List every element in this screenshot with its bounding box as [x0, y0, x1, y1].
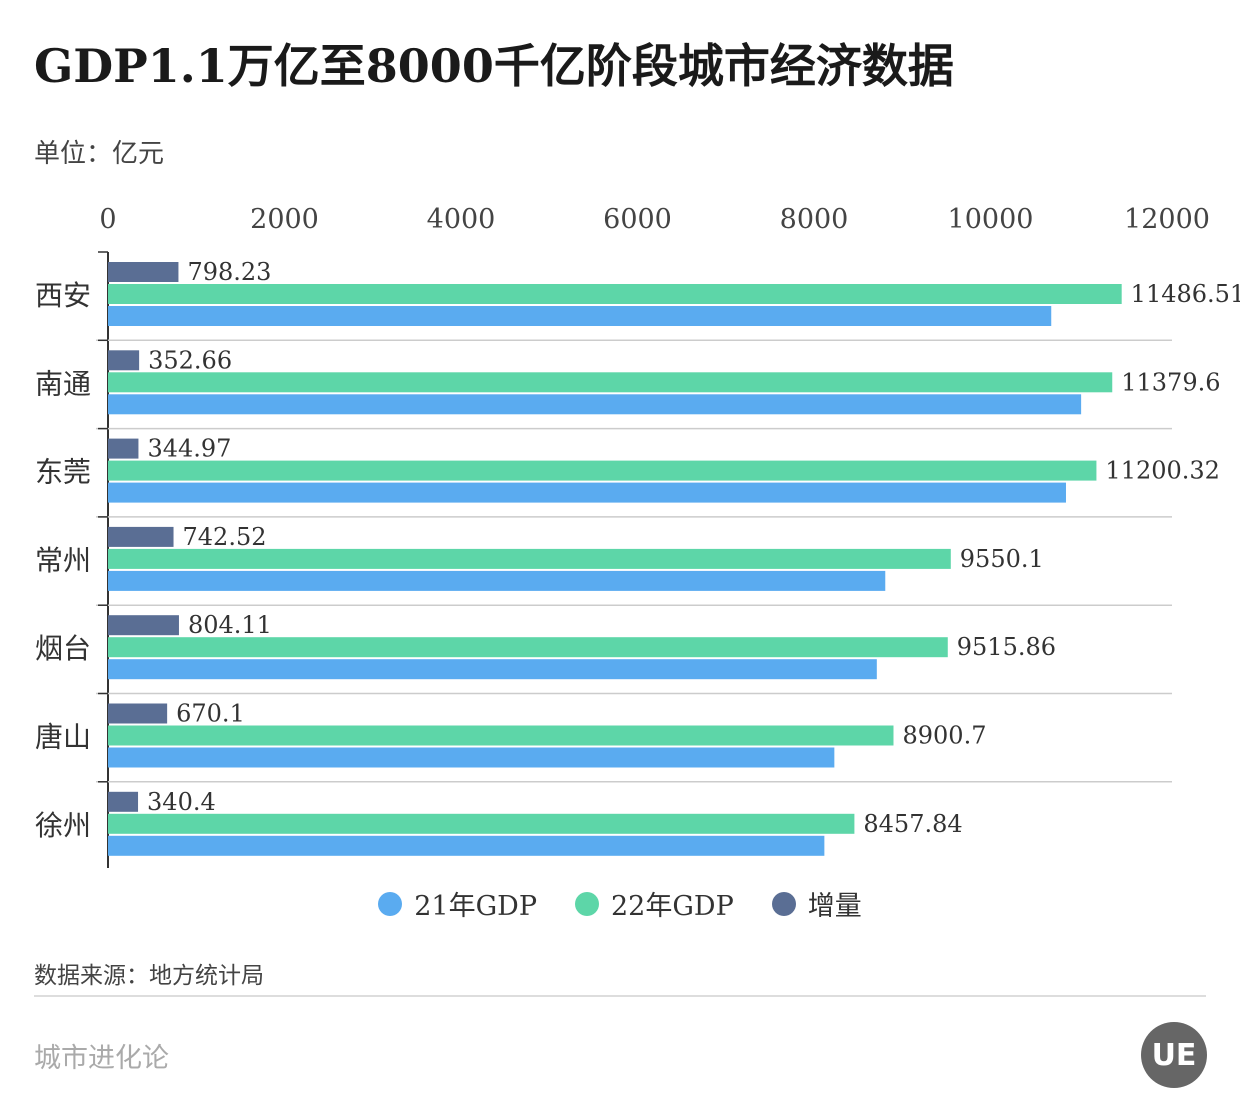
bar-increase: [108, 615, 179, 636]
bar-chart: 0 2000 4000 6000 8000 10000 12000 西安 798.23 11486…: [35, 204, 1240, 868]
bar-gdp21: [108, 570, 886, 591]
bar-gdp22: [108, 637, 948, 658]
source-note: 数据来源：地方统计局: [34, 963, 264, 989]
data-label: 742.52: [183, 523, 267, 551]
bar-increase: [108, 526, 174, 547]
bar-gdp22: [108, 460, 1097, 481]
data-label: 11200.32: [1105, 457, 1220, 485]
bar-gdp22: [108, 813, 855, 834]
brand-name: 城市进化论: [34, 1043, 169, 1074]
bar-gdp22: [108, 284, 1122, 304]
data-label: 9550.1: [960, 545, 1044, 573]
data-label: 344.97: [147, 435, 231, 463]
legend-item-gdp22: 22年GDP: [575, 884, 734, 923]
data-label: 8457.84: [863, 810, 962, 838]
legend-item-gdp21: 21年GDP: [378, 884, 537, 923]
data-label: 11379.6: [1121, 368, 1220, 396]
x-tick-label: 8000: [780, 204, 849, 235]
category-label: 唐山: [35, 721, 91, 754]
legend-item-increase: 增量: [771, 884, 862, 923]
category-label: 常州: [35, 544, 91, 577]
footer-divider: [34, 995, 1206, 997]
x-tick-label: 0: [99, 204, 116, 235]
category-label: 烟台: [35, 632, 91, 665]
bar-increase: [108, 438, 139, 459]
bar-gdp21: [108, 659, 877, 680]
category-label: 东莞: [35, 456, 91, 489]
category-label: 徐州: [35, 809, 91, 842]
bar-increase: [108, 703, 168, 724]
legend-label-gdp21: 21年GDP: [414, 891, 537, 922]
x-tick-label: 10000: [948, 204, 1034, 235]
brand-logo-icon: UE: [1141, 1022, 1207, 1088]
bar-gdp21: [108, 835, 825, 856]
data-label: 340.4: [147, 788, 216, 816]
legend-label-increase: 增量: [807, 891, 862, 922]
x-tick-label: 4000: [427, 204, 496, 235]
bar-increase: [108, 350, 140, 371]
data-label: 670.1: [176, 700, 245, 728]
category-label: 南通: [35, 367, 91, 400]
x-tick-label: 2000: [250, 204, 319, 235]
chart-title: GDP1.1万亿至8000千亿阶段城市经济数据: [34, 39, 954, 93]
data-label: 352.66: [148, 346, 232, 374]
data-label: 798.23: [187, 258, 271, 286]
bar-gdp22: [108, 548, 951, 569]
legend-label-gdp22: 22年GDP: [611, 891, 734, 922]
legend: 21年GDP 22年GDP 增量: [0, 884, 1240, 923]
data-label: 9515.86: [957, 633, 1056, 661]
data-label: 11486.51: [1131, 280, 1240, 308]
legend-dot-gdp21: [378, 891, 403, 916]
x-tick-label: 6000: [603, 204, 672, 235]
category-label: 西安: [35, 279, 91, 312]
bar-increase: [108, 791, 139, 812]
bar-increase: [108, 262, 179, 282]
data-label: 8900.7: [902, 722, 986, 750]
bar-gdp22: [108, 725, 894, 746]
bar-gdp21: [108, 306, 1052, 326]
x-tick-label: 12000: [1124, 204, 1210, 235]
legend-dot-gdp22: [575, 891, 599, 916]
bar-gdp21: [108, 747, 835, 768]
data-label: 804.11: [188, 611, 272, 639]
bar-gdp21: [108, 482, 1066, 503]
legend-dot-increase: [771, 891, 796, 916]
bar-gdp21: [108, 394, 1082, 415]
bar-gdp22: [108, 372, 1113, 393]
unit-label: 单位：亿元: [34, 139, 165, 169]
